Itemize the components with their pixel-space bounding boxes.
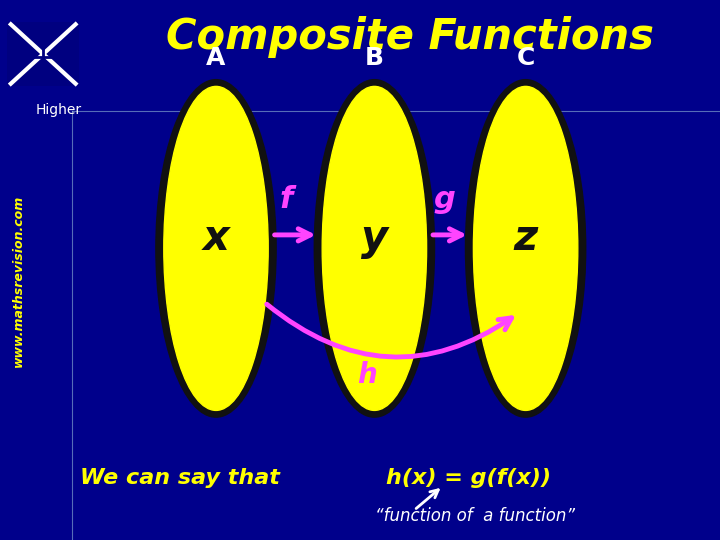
Text: h: h xyxy=(357,361,377,389)
Ellipse shape xyxy=(164,86,268,410)
Text: B: B xyxy=(365,46,384,70)
Text: f: f xyxy=(279,185,293,214)
Ellipse shape xyxy=(156,79,276,417)
Text: y: y xyxy=(361,217,388,259)
Ellipse shape xyxy=(466,79,586,417)
Text: z: z xyxy=(513,217,538,259)
FancyBboxPatch shape xyxy=(7,22,79,86)
Ellipse shape xyxy=(323,86,426,410)
Text: We can say that: We can say that xyxy=(80,468,280,488)
Text: g: g xyxy=(433,185,456,214)
Text: Higher: Higher xyxy=(36,103,82,117)
Text: h(x) = g(f(x)): h(x) = g(f(x)) xyxy=(385,468,551,488)
Text: C: C xyxy=(516,46,535,70)
Text: www.mathsrevision.com: www.mathsrevision.com xyxy=(12,195,24,367)
Ellipse shape xyxy=(474,86,578,410)
Text: Composite Functions: Composite Functions xyxy=(166,16,654,58)
Text: “function of  a function”: “function of a function” xyxy=(375,507,575,525)
Text: x: x xyxy=(202,217,230,259)
Text: A: A xyxy=(207,46,225,70)
Ellipse shape xyxy=(315,79,435,417)
